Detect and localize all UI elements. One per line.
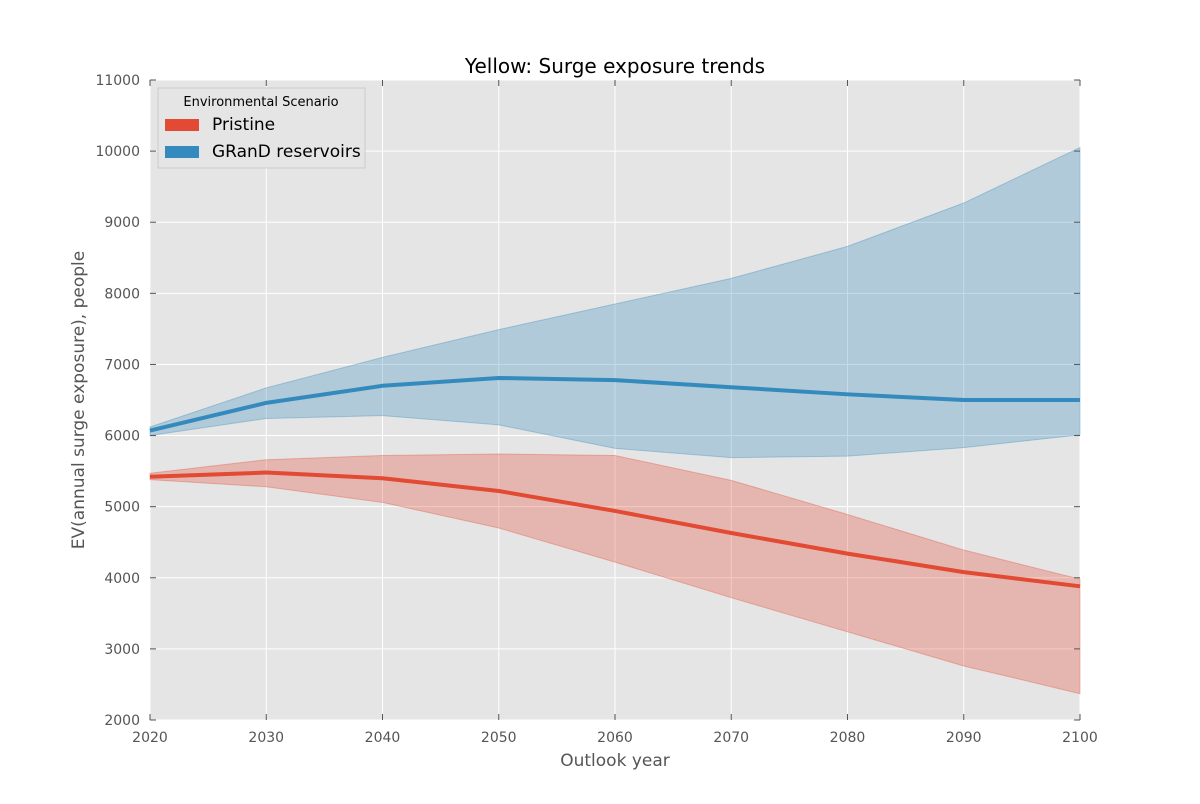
series-line-1 [149, 375, 1080, 433]
series-band-1 [149, 146, 1081, 459]
x-tick-label: 2090 [946, 730, 982, 746]
y-tick-label: 2000 [104, 713, 140, 729]
legend-title: Environmental Scenario [183, 95, 338, 110]
x-tick-label: 2080 [830, 730, 866, 746]
y-tick-label: 11000 [95, 73, 140, 89]
legend-swatch-0 [165, 119, 199, 131]
x-tick-label: 2020 [132, 730, 168, 746]
y-tick-label: 7000 [104, 357, 140, 373]
legend-label-0: Pristine [212, 115, 275, 135]
y-tick-label: 10000 [95, 144, 140, 160]
x-tick-label: 2100 [1062, 730, 1098, 746]
series-band-0 [149, 453, 1081, 695]
chart-title: Yellow: Surge exposure trends [464, 54, 765, 78]
y-tick-label: 3000 [104, 642, 140, 658]
x-axis-label: Outlook year [560, 751, 670, 771]
confidence-bands [149, 146, 1081, 695]
series-line-0 [149, 470, 1081, 589]
x-tick-label: 2050 [481, 730, 517, 746]
series-lines [149, 375, 1081, 589]
y-tick-label: 5000 [104, 500, 140, 516]
x-tick-label: 2030 [248, 730, 284, 746]
y-tick-label: 8000 [104, 286, 140, 302]
legend-label-1: GRanD reservoirs [212, 142, 361, 162]
y-tick-label: 4000 [104, 571, 140, 587]
y-axis-label: EV(annual surge exposure), people [69, 251, 89, 549]
x-tick-label: 2060 [597, 730, 633, 746]
legend: Environmental Scenario Pristine GRanD res… [157, 87, 366, 169]
y-tick-label: 9000 [104, 215, 140, 231]
y-tick-label: 6000 [104, 429, 140, 445]
legend-swatch-1 [165, 146, 199, 158]
x-tick-label: 2070 [713, 730, 749, 746]
axes: 2020 2030 2040 2050 2060 2070 2080 2090 2100 2000… [95, 73, 1097, 746]
x-tick-label: 2040 [365, 730, 401, 746]
